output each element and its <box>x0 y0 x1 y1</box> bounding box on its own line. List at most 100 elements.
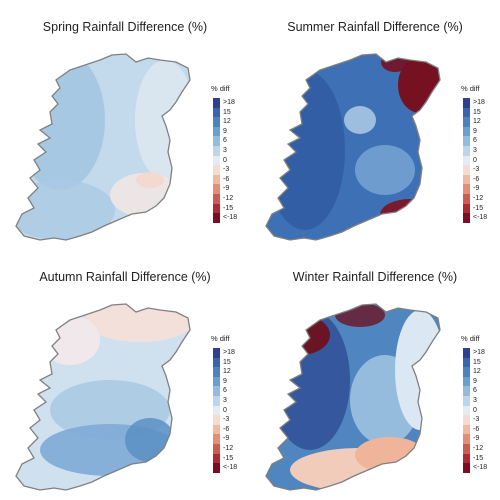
legend-swatch <box>213 434 220 444</box>
legend-label: -9 <box>473 435 480 443</box>
legend: % diff >18 15 12 9 6 3 0 -3 -6 -9 -12 -15 <-18 <box>461 334 499 474</box>
legend-labels: >18 15 12 9 6 3 0 -3 -6 -9 -12 -15 <-18 <box>223 98 237 223</box>
legend-swatch <box>213 424 220 435</box>
legend-swatch <box>463 376 470 387</box>
legend-swatch <box>213 376 220 387</box>
legend-swatch <box>213 213 220 223</box>
legend-swatch <box>463 165 470 175</box>
legend-swatch <box>463 443 470 454</box>
panel-title: Spring Rainfall Difference (%) <box>42 20 208 34</box>
panel-title: Winter Rainfall Difference (%) <box>292 270 458 284</box>
legend-label: 9 <box>223 377 227 385</box>
legend-swatch <box>463 424 470 435</box>
legend-swatch <box>213 357 220 368</box>
legend-label: -12 <box>473 194 484 202</box>
map-northwest-region <box>40 315 100 365</box>
legend-label: -15 <box>473 454 484 462</box>
map-patch <box>136 172 164 188</box>
legend-label: -12 <box>473 444 484 452</box>
legend-label: -6 <box>223 425 230 433</box>
legend: % diff >18 15 12 9 6 3 0 -3 -6 -9 -12 -15 <-18 <box>211 84 249 224</box>
map-southeast-region <box>355 437 425 473</box>
legend: % diff >18 15 12 9 6 3 0 -3 -6 -9 -12 -15 <-18 <box>211 334 249 474</box>
legend-label: 3 <box>223 396 227 404</box>
coastline-outline <box>15 53 191 241</box>
legend-labels: >18 15 12 9 6 3 0 -3 -6 -9 -12 -15 <-18 <box>473 348 487 473</box>
legend-color-bar <box>213 348 220 473</box>
legend-label: 12 <box>473 368 481 376</box>
map-northwest-region <box>270 315 330 355</box>
map-north-patch <box>335 304 385 327</box>
legend-swatch <box>463 453 470 464</box>
legend-swatch <box>463 463 470 473</box>
legend-label: >18 <box>223 99 235 106</box>
legend-label: -15 <box>223 204 234 212</box>
legend-label: 6 <box>223 137 227 145</box>
legend-swatch <box>213 415 220 425</box>
legend-swatch <box>213 463 220 473</box>
legend-swatch <box>463 193 470 204</box>
panel-summer: Summer Rainfall Difference (%) % diff >1… <box>250 0 500 250</box>
legend-swatch <box>463 203 470 214</box>
legend-label: 6 <box>473 137 477 145</box>
panel-autumn: Autumn Rainfall Difference (%) % diff >1… <box>0 250 250 500</box>
legend-swatch <box>213 165 220 175</box>
panel-title: Autumn Rainfall Difference (%) <box>39 270 211 284</box>
legend-label: -9 <box>473 185 480 193</box>
legend-swatch <box>213 136 220 146</box>
panel-spring: Spring Rainfall Difference (%) % diff >1… <box>0 0 250 250</box>
coastline-outline <box>15 303 191 491</box>
legend-swatch <box>463 213 470 223</box>
legend-swatch <box>213 405 220 416</box>
legend-label: 3 <box>473 146 477 154</box>
legend-title: % diff <box>211 334 230 343</box>
legend-swatch <box>463 136 470 146</box>
legend-swatch <box>213 386 220 396</box>
legend-label: 9 <box>473 377 477 385</box>
legend-swatch <box>213 443 220 454</box>
legend-swatch <box>213 395 220 406</box>
coastline-outline <box>265 53 441 241</box>
legend-label: <-18 <box>223 214 238 222</box>
legend-labels: >18 15 12 9 6 3 0 -3 -6 -9 -12 -15 <-18 <box>473 98 487 223</box>
legend-swatch <box>463 117 470 127</box>
legend-swatch <box>213 126 220 137</box>
legend-label: -3 <box>223 416 230 424</box>
legend-swatch <box>213 98 220 108</box>
legend-swatch <box>463 174 470 185</box>
legend-swatch <box>463 405 470 416</box>
legend-title: % diff <box>211 84 230 93</box>
legend-label: 12 <box>473 118 481 126</box>
legend-swatch <box>463 357 470 368</box>
map-southwest-region <box>16 180 115 240</box>
legend-label: -6 <box>223 175 230 183</box>
legend-swatch <box>213 155 220 166</box>
map-southeast-region <box>380 199 440 231</box>
map-west-region <box>266 70 345 230</box>
legend-label: -6 <box>473 175 480 183</box>
legend-label: 15 <box>473 108 481 116</box>
legend-label: 6 <box>473 387 477 395</box>
legend-label: 3 <box>473 396 477 404</box>
legend-color-bar <box>213 98 220 223</box>
legend-swatch <box>213 348 220 358</box>
legend-label: -9 <box>223 435 230 443</box>
legend-swatch <box>463 386 470 396</box>
legend-label: 12 <box>223 118 231 126</box>
legend-swatch <box>213 193 220 204</box>
legend-swatch <box>463 395 470 406</box>
legend-label: -9 <box>223 185 230 193</box>
legend-swatch <box>463 107 470 118</box>
legend-label: 9 <box>223 127 227 135</box>
legend-title: % diff <box>461 334 480 343</box>
legend-swatch <box>463 434 470 444</box>
map-patch <box>344 106 376 134</box>
coastline-outline <box>265 303 441 491</box>
ireland-map-summer <box>265 53 441 241</box>
ireland-map-autumn <box>15 303 191 491</box>
legend-label: <-18 <box>473 464 488 472</box>
legend-label: -3 <box>223 166 230 174</box>
legend-color-bar <box>463 348 470 473</box>
legend-label: >18 <box>473 99 485 106</box>
legend-swatch <box>463 155 470 166</box>
